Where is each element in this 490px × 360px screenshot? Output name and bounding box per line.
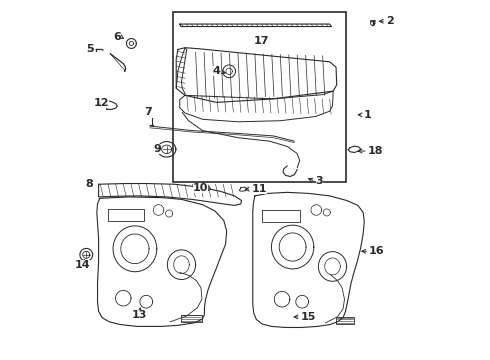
Text: 15: 15 [301,312,316,322]
Text: 3: 3 [316,176,323,186]
Text: 4: 4 [213,66,220,76]
Text: 5: 5 [86,45,94,54]
Text: 9: 9 [153,144,161,154]
Text: 14: 14 [75,260,91,270]
Text: 13: 13 [131,310,147,320]
Text: 11: 11 [251,184,267,194]
Text: 6: 6 [113,32,121,42]
Bar [172,13,345,182]
Text: 18: 18 [368,146,383,156]
Text: 16: 16 [369,246,385,256]
Text: 10: 10 [193,183,208,193]
Text: 1: 1 [363,110,371,120]
Text: 2: 2 [386,16,394,26]
Text: 12: 12 [93,98,109,108]
Text: 8: 8 [86,179,93,189]
Text: 7: 7 [144,107,152,117]
Text: 17: 17 [254,36,270,46]
